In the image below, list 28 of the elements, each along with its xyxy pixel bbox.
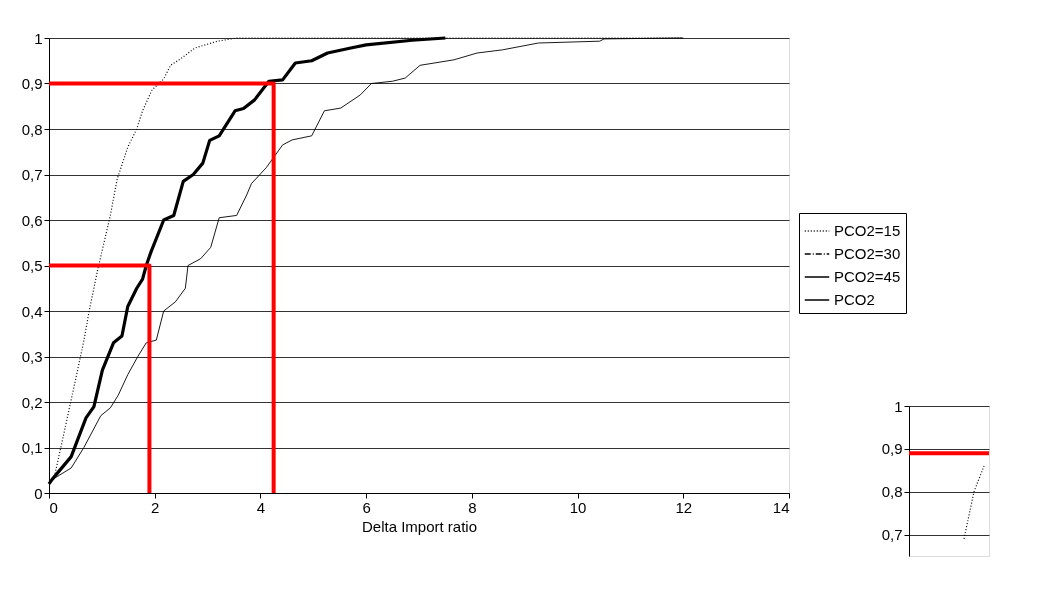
y-tick-label: 0,9: [881, 440, 903, 458]
y-tick-label: 0,2: [21, 393, 43, 411]
legend-label: PCO2=30: [834, 245, 901, 262]
y-tick-label: 0,6: [21, 211, 43, 229]
y-tick-label: 0: [34, 484, 43, 502]
y-tick-label: 0,8: [21, 120, 43, 138]
y-tick-label: 0,7: [21, 166, 43, 183]
legend-label: PCO2=45: [834, 268, 901, 285]
x-tick-label: 10: [569, 498, 587, 516]
y-tick-label: 0,3: [21, 348, 43, 365]
y-tick-label: 0,4: [21, 302, 43, 320]
x-tick-label: 6: [362, 498, 371, 516]
x-tick-label: 8: [468, 498, 477, 516]
x-axis-title: Delta Import ratio: [361, 517, 478, 535]
y-tick-label: 0,7: [881, 526, 903, 544]
y-tick-label: 0,9: [21, 75, 43, 92]
x-tick-label: 4: [256, 498, 266, 516]
x-tick-label: 14: [772, 498, 790, 516]
x-tick-label: 0: [49, 498, 58, 516]
legend-label: PCO2: [834, 291, 875, 308]
y-tick-label: 1: [34, 29, 43, 47]
y-tick-label: 0,8: [881, 483, 903, 501]
legend-label: PCO2=15: [834, 222, 901, 239]
x-tick-label: 12: [675, 498, 693, 516]
x-tick-label: 2: [151, 498, 160, 516]
y-tick-label: 0,5: [21, 257, 43, 274]
y-tick-label: 1: [894, 397, 903, 415]
y-tick-label: 0,1: [21, 439, 43, 456]
